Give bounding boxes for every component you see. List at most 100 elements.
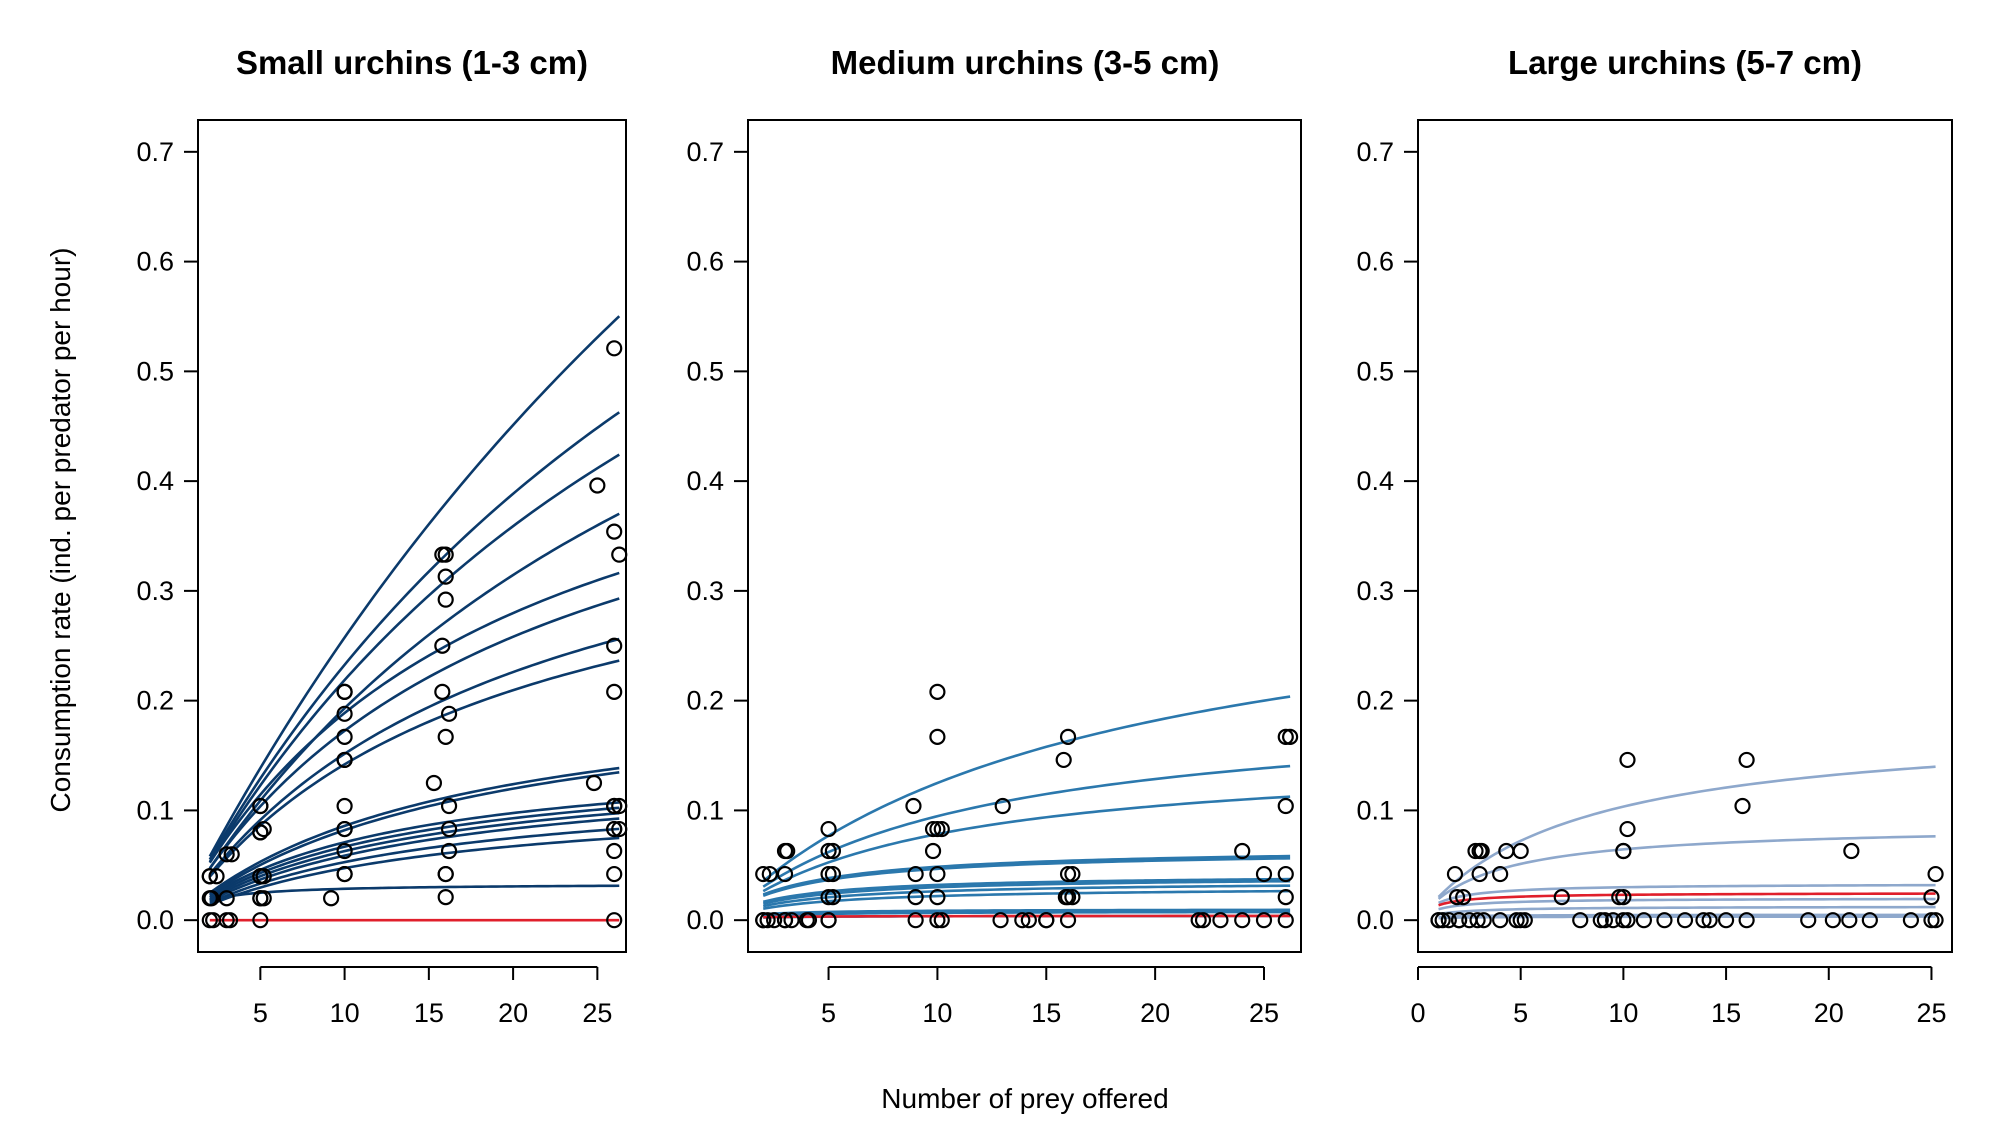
data-point — [824, 889, 842, 906]
x-axis: 5 10 15 20 25 — [253, 966, 612, 1028]
data-point — [1615, 912, 1632, 929]
data-point — [992, 912, 1009, 929]
fitted-curve — [1438, 883, 1936, 905]
data-point — [1038, 912, 1055, 929]
y-tick-label: 0.4 — [1356, 466, 1394, 496]
data-point — [1475, 912, 1492, 929]
fitted-curves — [1437, 765, 1936, 920]
fitted-curve — [208, 571, 620, 864]
data-point — [1512, 912, 1529, 929]
highlight-curve — [1438, 892, 1936, 907]
fitted-curve — [762, 877, 1291, 904]
data-point — [820, 865, 837, 883]
data-point — [336, 820, 353, 838]
data-point — [929, 820, 946, 838]
data-point — [1800, 912, 1817, 929]
data-point — [1927, 865, 1944, 883]
data-point — [1861, 912, 1878, 929]
data-point — [252, 824, 269, 841]
data-point — [1190, 912, 1207, 929]
data-point — [1467, 842, 1484, 860]
fitted-curve — [209, 817, 620, 903]
data-point — [1553, 889, 1570, 906]
data-point — [1738, 912, 1755, 929]
data-point — [1212, 912, 1229, 929]
data-point — [1059, 728, 1077, 745]
panel-1: Small urchins (1-3 cm) 0.0 0.1 0.2 0.3 0.4 0.5… — [136, 44, 628, 1028]
data-point — [1440, 912, 1457, 929]
x-tick-label: 10 — [330, 998, 360, 1028]
fitted-curve — [208, 659, 620, 878]
data-point — [606, 637, 623, 654]
data-point — [336, 797, 353, 815]
data-point — [1902, 912, 1920, 929]
data-point — [606, 912, 623, 929]
fitted-curve — [208, 453, 620, 863]
fitted-curve — [763, 889, 1291, 910]
data-point — [1734, 797, 1751, 815]
y-axis: 0.0 0.1 0.2 0.3 0.4 0.5 0.6 0.7 — [686, 137, 748, 935]
data-point — [759, 912, 776, 929]
fitted-curve — [763, 908, 1291, 916]
data-point — [437, 568, 454, 585]
fitted-curve — [762, 795, 1291, 893]
y-axis: 0.0 0.1 0.2 0.3 0.4 0.5 0.6 0.7 — [1356, 137, 1418, 935]
fitted-curve — [209, 801, 620, 897]
fitted-curve — [209, 766, 620, 894]
data-point — [440, 705, 458, 722]
panel-title: Small urchins (1-3 cm) — [236, 44, 588, 81]
data-point — [437, 889, 454, 906]
data-point — [1508, 912, 1525, 929]
data-point — [820, 842, 837, 860]
plot-frame — [747, 119, 1302, 953]
y-tick-label: 0.5 — [1356, 356, 1394, 386]
y-tick-label: 0.3 — [686, 576, 724, 606]
x-axis: 0 5 10 15 20 25 — [1410, 966, 1946, 1028]
data-point — [1619, 751, 1636, 769]
fitted-curve — [1437, 765, 1936, 898]
data-point — [255, 868, 272, 885]
data-point — [203, 890, 220, 907]
data-point — [924, 820, 942, 838]
data-point — [1059, 912, 1077, 929]
data-point — [1596, 912, 1614, 929]
data-point — [1473, 842, 1490, 860]
data-point — [783, 912, 800, 929]
y-tick-label: 0.3 — [1356, 576, 1394, 606]
x-tick-label: 10 — [1608, 998, 1638, 1028]
fitted-curve — [208, 512, 620, 870]
data-point — [776, 865, 794, 883]
data-point — [606, 865, 623, 883]
data-point — [606, 683, 623, 700]
data-point — [1277, 728, 1294, 745]
data-point — [223, 846, 240, 863]
data-point — [336, 705, 353, 722]
y-tick-label: 0.6 — [686, 247, 724, 277]
data-point — [437, 591, 454, 608]
data-point — [585, 774, 603, 792]
data-point — [1592, 912, 1609, 929]
y-tick-label: 0.0 — [1356, 905, 1394, 935]
data-point — [336, 865, 353, 883]
data-point — [824, 842, 842, 860]
data-point — [1064, 865, 1081, 883]
data-point — [1059, 865, 1077, 883]
x-tick-label: 15 — [414, 998, 444, 1028]
data-point — [323, 890, 340, 907]
data-point — [905, 797, 922, 815]
data-points — [755, 683, 1299, 929]
data-point — [1277, 797, 1294, 815]
fitted-curves — [762, 695, 1291, 919]
data-point — [440, 842, 458, 860]
y-tick-label: 0.6 — [1356, 247, 1394, 277]
data-point — [1841, 912, 1858, 929]
data-point — [820, 889, 837, 906]
data-point — [434, 683, 451, 700]
data-point — [766, 912, 783, 929]
fitted-curve — [209, 827, 620, 905]
y-tick-label: 0.0 — [136, 905, 174, 935]
panel-title: Large urchins (5-7 cm) — [1508, 44, 1862, 81]
y-tick-label: 0.5 — [136, 356, 174, 386]
x-tick-label: 25 — [1916, 998, 1946, 1028]
data-point — [1738, 751, 1755, 769]
